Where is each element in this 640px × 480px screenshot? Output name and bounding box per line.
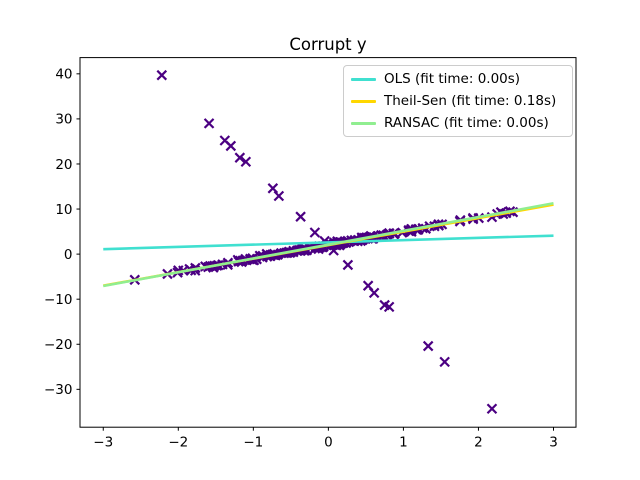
legend-item-ols: OLS (fit time: 0.00s) [351, 68, 572, 90]
x-tick-label: −2 [168, 435, 188, 451]
y-tick-label: 20 [55, 157, 72, 173]
legend-item-ransac: RANSAC (fit time: 0.00s) [351, 112, 572, 134]
x-tick-label: −1 [243, 435, 263, 451]
ols-line-swatch [351, 77, 376, 81]
legend: OLS (fit time: 0.00s) Theil-Sen (fit tim… [343, 65, 573, 137]
y-tick-label: −20 [44, 337, 73, 353]
scatter-point [234, 152, 246, 163]
x-tick-label: −3 [93, 435, 113, 451]
scatter-point [156, 69, 168, 81]
y-tick-label: −10 [44, 292, 73, 308]
scatter-point [486, 403, 498, 414]
scatter-point [422, 340, 434, 352]
scatter-point [240, 156, 252, 167]
scatter-point [309, 227, 321, 238]
scatter-point [203, 118, 215, 129]
y-tick-label: 0 [64, 247, 73, 263]
scatter-point [267, 183, 279, 194]
ransac-line [103, 201, 554, 288]
y-tick-label: 10 [55, 202, 72, 218]
x-tick-label: 0 [324, 435, 333, 451]
scatter-point [439, 356, 450, 368]
scatter-point [328, 245, 339, 256]
scatter-point [368, 287, 380, 299]
scatter-point [295, 211, 306, 222]
legend-label-theil-sen: Theil-Sen (fit time: 0.18s) [384, 93, 557, 109]
scatter-point [342, 259, 354, 271]
legend-label-ransac: RANSAC (fit time: 0.00s) [384, 115, 549, 131]
ransac-line-swatch [351, 121, 376, 125]
y-tick-label: −30 [44, 382, 73, 398]
chart-title: Corrupt y [289, 35, 367, 54]
legend-label-ols: OLS (fit time: 0.00s) [384, 71, 521, 87]
x-tick-label: 3 [549, 435, 558, 451]
legend-item-theil-sen: Theil-Sen (fit time: 0.18s) [351, 90, 572, 112]
y-tick-label: 40 [55, 67, 72, 83]
y-tick-label: 30 [55, 112, 72, 128]
scatter-point [225, 140, 237, 152]
scatter-point [383, 301, 395, 313]
ols-line [103, 234, 554, 251]
scatter-point [273, 190, 285, 202]
x-tick-label: 2 [474, 435, 483, 451]
x-tick-label: 1 [399, 435, 408, 451]
theil-sen-line-swatch [351, 99, 376, 103]
